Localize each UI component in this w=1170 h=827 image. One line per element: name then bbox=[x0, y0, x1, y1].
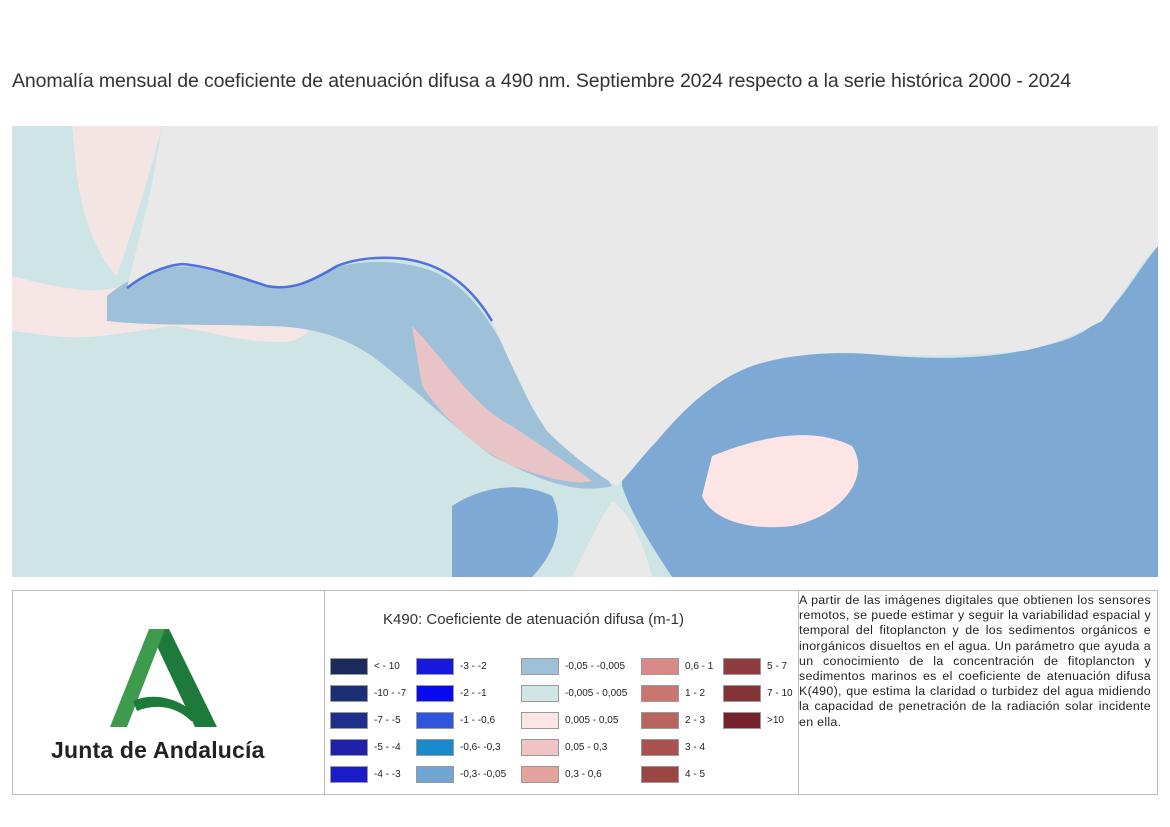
legend-swatch bbox=[416, 657, 454, 675]
legend-swatch bbox=[723, 657, 761, 675]
legend-swatch bbox=[641, 684, 679, 702]
legend-label: 0,3 - 0,6 bbox=[565, 768, 602, 780]
legend-item: -0,3- -0,05 bbox=[416, 765, 506, 783]
legend-swatch bbox=[723, 711, 761, 729]
legend-item: 4 - 5 bbox=[641, 765, 705, 783]
legend-cell: K490: Coeficiente de atenuación difusa (… bbox=[325, 591, 799, 794]
legend-label: < - 10 bbox=[374, 660, 400, 672]
anomaly-patch-alboran bbox=[702, 435, 859, 528]
legend-swatch bbox=[641, 657, 679, 675]
legend-title: K490: Coeficiente de atenuación difusa (… bbox=[383, 611, 685, 628]
anomaly-map bbox=[12, 126, 1158, 577]
logo-cell: Junta de Andalucía bbox=[13, 591, 325, 794]
legend-swatch bbox=[330, 684, 368, 702]
anomaly-region-south bbox=[452, 487, 559, 577]
legend-label: 7 - 10 bbox=[767, 687, 793, 699]
legend-swatch bbox=[330, 711, 368, 729]
map-title: Anomalía mensual de coeficiente de atenu… bbox=[12, 70, 1072, 92]
legend-item: 7 - 10 bbox=[723, 684, 793, 702]
legend-swatch bbox=[330, 657, 368, 675]
legend-label: -5 - -4 bbox=[374, 741, 401, 753]
junta-andalucia-logo-icon bbox=[110, 629, 217, 727]
legend-item: -2 - -1 bbox=[416, 684, 487, 702]
legend-label: -10 - -7 bbox=[374, 687, 407, 699]
legend-label: -4 - -3 bbox=[374, 768, 401, 780]
legend-item: 0,005 - 0,05 bbox=[521, 711, 618, 729]
anomaly-patch-coast-north bbox=[72, 126, 162, 276]
legend-item: -4 - -3 bbox=[330, 765, 401, 783]
legend-label: -2 - -1 bbox=[460, 687, 487, 699]
legend-label: 3 - 4 bbox=[685, 741, 706, 753]
legend-label: 5 - 7 bbox=[767, 660, 788, 672]
legend-swatch bbox=[521, 765, 559, 783]
legend-label: -1 - -0,6 bbox=[460, 714, 496, 726]
legend-label: 0,005 - 0,05 bbox=[565, 714, 619, 726]
legend-label: -0,005 - 0,005 bbox=[565, 687, 628, 699]
legend-item: 0,6 - 1 bbox=[641, 657, 713, 675]
legend-item: 1 - 2 bbox=[641, 684, 705, 702]
anomaly-patch-strait bbox=[412, 326, 592, 483]
map-canvas bbox=[12, 126, 1158, 577]
legend-panel: Junta de Andalucía K490: Coeficiente de … bbox=[12, 590, 1158, 795]
legend-label: >10 bbox=[767, 714, 784, 726]
legend-swatch bbox=[330, 765, 368, 783]
legend-label: 1 - 2 bbox=[685, 687, 706, 699]
legend-label: 0,05 - 0,3 bbox=[565, 741, 608, 753]
legend-item: 2 - 3 bbox=[641, 711, 705, 729]
legend-swatch bbox=[521, 711, 559, 729]
legend-item: -10 - -7 bbox=[330, 684, 406, 702]
coast-line bbox=[126, 256, 494, 322]
legend-item: -0,05 - -0,005 bbox=[521, 657, 625, 675]
legend-label: -0,6- -0,3 bbox=[460, 741, 501, 753]
legend-swatch bbox=[521, 684, 559, 702]
legend-swatch bbox=[641, 738, 679, 756]
legend-swatch bbox=[641, 711, 679, 729]
legend-item: -7 - -5 bbox=[330, 711, 401, 729]
legend-item: -0,005 - 0,005 bbox=[521, 684, 627, 702]
legend-swatch bbox=[416, 684, 454, 702]
legend-item: 3 - 4 bbox=[641, 738, 705, 756]
legend-swatch bbox=[641, 765, 679, 783]
legend-label: -3 - -2 bbox=[460, 660, 487, 672]
land-africa bbox=[572, 501, 652, 577]
land-iberia bbox=[127, 126, 1158, 486]
legend-label: 4 - 5 bbox=[685, 768, 706, 780]
logo-text: Junta de Andalucía bbox=[51, 737, 265, 763]
legend-swatch bbox=[330, 738, 368, 756]
legend-item: -3 - -2 bbox=[416, 657, 487, 675]
legend-label: -7 - -5 bbox=[374, 714, 401, 726]
legend-label: -0,05 - -0,005 bbox=[565, 660, 626, 672]
legend-label: 2 - 3 bbox=[685, 714, 706, 726]
description-cell: A partir de las imágenes digitales que o… bbox=[799, 593, 1151, 793]
legend-item: < - 10 bbox=[330, 657, 400, 675]
legend-item: -0,6- -0,3 bbox=[416, 738, 501, 756]
legend-swatch bbox=[416, 711, 454, 729]
legend-swatch bbox=[521, 657, 559, 675]
legend-swatch bbox=[416, 738, 454, 756]
legend-item: -5 - -4 bbox=[330, 738, 401, 756]
legend-label: -0,3- -0,05 bbox=[460, 768, 507, 780]
legend-item: 5 - 7 bbox=[723, 657, 787, 675]
legend-swatch bbox=[723, 684, 761, 702]
description-text: A partir de las imágenes digitales que o… bbox=[799, 593, 1151, 729]
legend-swatch bbox=[416, 765, 454, 783]
legend-item: -1 - -0,6 bbox=[416, 711, 495, 729]
legend-swatch bbox=[521, 738, 559, 756]
legend-label: 0,6 - 1 bbox=[685, 660, 714, 672]
legend-item: 0,3 - 0,6 bbox=[521, 765, 602, 783]
legend-item: 0,05 - 0,3 bbox=[521, 738, 607, 756]
legend-item: >10 bbox=[723, 711, 784, 729]
